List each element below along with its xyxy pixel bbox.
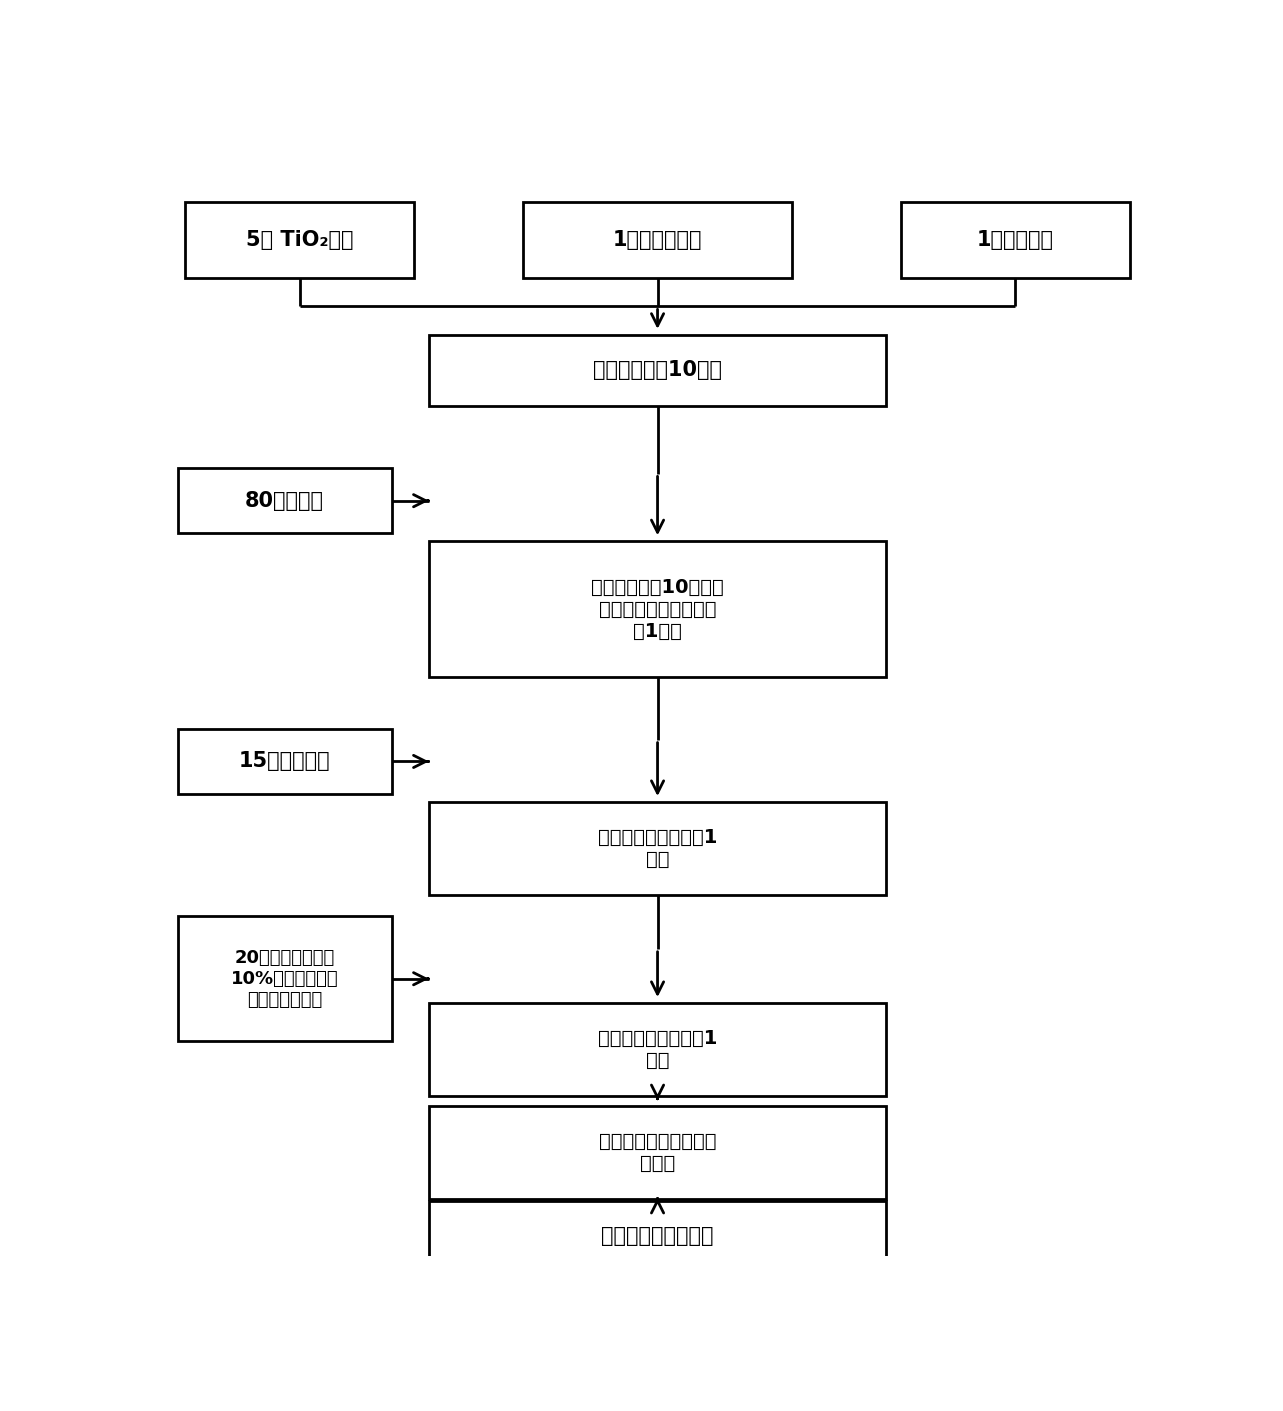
- Text: 可供丝网印刷的浆料: 可供丝网印刷的浆料: [602, 1226, 713, 1246]
- Text: 在磁力搅拌器中搅拌1
小时: 在磁力搅拌器中搅拌1 小时: [598, 1029, 717, 1070]
- Text: 5克 TiO₂粉末: 5克 TiO₂粉末: [246, 230, 353, 250]
- FancyBboxPatch shape: [178, 468, 391, 533]
- FancyBboxPatch shape: [429, 803, 887, 895]
- Text: 在研鹵中研磨10分钟然
后再在磁力搅拌器中搅
拌1小时: 在研鹵中研磨10分钟然 后再在磁力搅拌器中搅 拌1小时: [591, 579, 724, 641]
- Text: 20毫升质量分数为
10%的乙基纤维素
溶于乙醇的溶液: 20毫升质量分数为 10%的乙基纤维素 溶于乙醇的溶液: [231, 950, 339, 1009]
- FancyBboxPatch shape: [185, 202, 414, 278]
- Text: 15毫升香油脑: 15毫升香油脑: [239, 752, 331, 772]
- Text: 1毫升冰醒酸: 1毫升冰醒酸: [976, 230, 1055, 250]
- Text: 在磁力搅拌器中搅拌1
小时: 在磁力搅拌器中搅拌1 小时: [598, 828, 717, 869]
- Text: 在旋转蜒发器中将乙醇
蜒发掉: 在旋转蜒发器中将乙醇 蜒发掉: [599, 1132, 716, 1173]
- Text: 1毫升去离子水: 1毫升去离子水: [613, 230, 702, 250]
- FancyBboxPatch shape: [429, 542, 887, 677]
- FancyBboxPatch shape: [429, 334, 887, 405]
- FancyBboxPatch shape: [901, 202, 1130, 278]
- FancyBboxPatch shape: [523, 202, 792, 278]
- Text: 80毫升乙醇: 80毫升乙醇: [245, 491, 325, 511]
- FancyBboxPatch shape: [429, 1003, 887, 1095]
- FancyBboxPatch shape: [178, 729, 391, 794]
- FancyBboxPatch shape: [178, 916, 391, 1041]
- Text: 在研鹵中研磨10分钟: 在研鹵中研磨10分钟: [593, 360, 722, 381]
- FancyBboxPatch shape: [429, 1106, 887, 1199]
- FancyBboxPatch shape: [429, 1201, 887, 1271]
